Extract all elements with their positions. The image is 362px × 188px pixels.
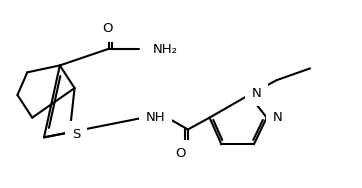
Text: N: N [273, 111, 282, 124]
Text: N: N [252, 86, 262, 99]
Text: O: O [175, 147, 185, 160]
Text: NH₂: NH₂ [152, 43, 177, 56]
Text: S: S [72, 128, 80, 141]
Text: NH: NH [146, 111, 165, 124]
Text: O: O [102, 23, 112, 36]
